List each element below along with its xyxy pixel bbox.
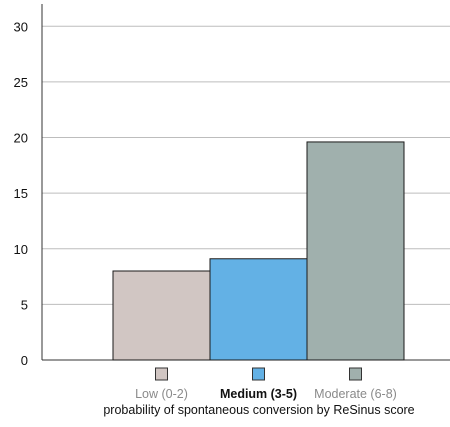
- legend-swatch-3: [349, 367, 362, 381]
- legend-label-1: Low (0-2): [135, 387, 188, 401]
- y-tick-label-10: 10: [14, 242, 28, 257]
- bar-2: [209, 258, 308, 361]
- y-tick-label-20: 20: [14, 131, 28, 146]
- y-tick-label-0: 0: [21, 353, 28, 368]
- legend: Low (0-2) Medium (3-5) Moderate (6-8): [135, 367, 397, 401]
- y-tick-label-15: 15: [14, 186, 28, 201]
- y-tick-label-25: 25: [14, 75, 28, 90]
- bar-3: [306, 141, 405, 361]
- legend-swatch-1: [155, 367, 168, 381]
- x-axis-label: probability of spontaneous conversion by…: [103, 403, 414, 417]
- y-tick-label-5: 5: [21, 297, 28, 312]
- bars: [112, 141, 405, 361]
- legend-label-3: Moderate (6-8): [314, 387, 397, 401]
- gridlines: [41, 4, 450, 361]
- y-tick-label-30: 30: [14, 19, 28, 34]
- legend-label-2: Medium (3-5): [220, 387, 297, 401]
- y-axis-ticks: 0 5 10 15 20 25 30: [14, 19, 28, 368]
- legend-swatch-2: [252, 367, 265, 381]
- bar-1: [112, 270, 211, 361]
